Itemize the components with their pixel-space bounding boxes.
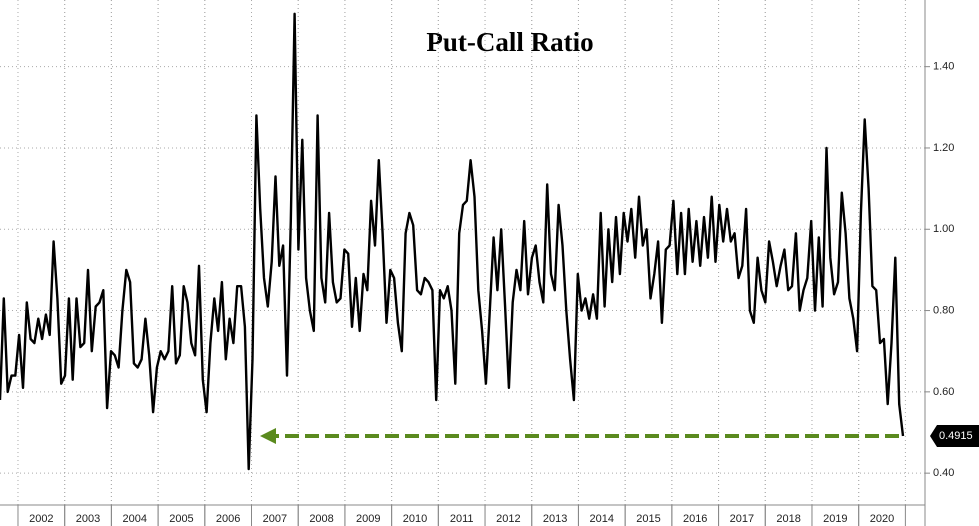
x-tick-label: 2016 bbox=[683, 513, 707, 525]
x-tick-label: 2015 bbox=[636, 513, 660, 525]
x-tick-label: 2003 bbox=[76, 513, 100, 525]
x-tick-label: 2007 bbox=[263, 513, 287, 525]
y-tick-label: 1.20 bbox=[933, 142, 954, 154]
x-tick-label: 2020 bbox=[870, 513, 894, 525]
y-tick-label: 0.40 bbox=[933, 467, 954, 479]
last-value-label: 0.4915 bbox=[939, 430, 973, 442]
x-tick-label: 2006 bbox=[216, 513, 240, 525]
y-tick-label: 0.60 bbox=[933, 386, 954, 398]
x-tick-label: 2005 bbox=[169, 513, 193, 525]
x-tick-label: 2011 bbox=[450, 513, 474, 525]
chart-title: Put-Call Ratio bbox=[426, 27, 593, 57]
x-tick-label: 2013 bbox=[543, 513, 567, 525]
last-value-box bbox=[930, 424, 979, 447]
x-tick-label: 2017 bbox=[730, 513, 754, 525]
arrow-head bbox=[260, 427, 276, 444]
x-tick-label: 2014 bbox=[590, 513, 614, 525]
x-tick-label: 2002 bbox=[29, 513, 53, 525]
y-tick-label: 1.00 bbox=[933, 223, 954, 235]
x-tick-label: 2008 bbox=[309, 513, 333, 525]
x-tick-label: 2009 bbox=[356, 513, 380, 525]
x-tick-label: 2018 bbox=[776, 513, 800, 525]
x-tick-label: 2010 bbox=[403, 513, 427, 525]
x-tick-label: 2012 bbox=[496, 513, 520, 525]
x-tick-label: 2019 bbox=[823, 513, 847, 525]
x-tick-label: 2004 bbox=[123, 513, 147, 525]
y-tick-label: 0.80 bbox=[933, 304, 954, 316]
y-tick-label: 1.40 bbox=[933, 61, 954, 73]
line-series bbox=[0, 12, 905, 471]
